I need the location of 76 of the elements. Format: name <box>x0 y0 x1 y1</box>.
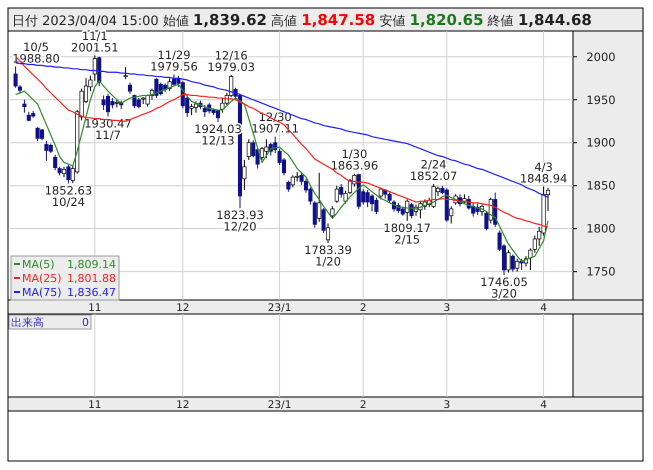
legend-label: MA(75) 1,836.47 <box>22 286 116 299</box>
candlestick <box>290 174 295 188</box>
annotation: 12/16 1979.03 <box>207 48 255 74</box>
candlestick <box>286 180 290 192</box>
legend-label: MA(25) 1,801.88 <box>22 272 116 285</box>
candlestick <box>506 250 510 273</box>
category-label: 23/1 <box>268 399 292 411</box>
x-tick-label: 3 <box>443 302 450 314</box>
candlestick <box>36 126 40 142</box>
candlestick <box>172 74 176 87</box>
candlestick <box>194 100 198 114</box>
x-tick-label: 23/1 <box>268 302 292 314</box>
candlestick <box>128 82 132 94</box>
header-bar: 日付 2023/04/04 15:00 始値 1,839.62 高値 1,847.58 安値 1,820.65 終値 1,844.68 <box>8 8 644 32</box>
category-label: 2 <box>360 399 367 411</box>
category-label: 3 <box>443 399 450 411</box>
candlestick <box>334 185 339 204</box>
candlestick <box>370 194 374 212</box>
annotation: 11/29 1979.56 <box>150 48 198 74</box>
x-tick-label: 12 <box>176 302 190 314</box>
candlestick <box>449 206 454 224</box>
candlestick <box>202 104 207 118</box>
candlestick <box>102 94 106 111</box>
candlestick <box>110 98 114 109</box>
volume-label: 出来高 0 <box>8 314 92 330</box>
candlestick <box>40 128 44 141</box>
candlestick <box>339 183 344 198</box>
candlestick <box>330 206 334 219</box>
candlestick <box>510 254 515 272</box>
candlestick <box>374 197 378 215</box>
candlestick <box>124 66 128 80</box>
candlestick <box>242 159 246 190</box>
y-tick-label: 1900 <box>586 136 616 150</box>
candlestick <box>216 110 220 123</box>
category-label: 12 <box>176 399 190 411</box>
candlestick <box>322 208 326 234</box>
annotation: 1783.39 1/20 <box>304 242 352 268</box>
annotation: 1/30 1863.96 <box>330 147 378 173</box>
annotation: 1823.93 12/20 <box>216 208 264 234</box>
x-tick-label: 11 <box>88 302 102 314</box>
candlestick <box>264 138 268 159</box>
candlestick <box>348 178 352 195</box>
candlestick <box>62 166 66 178</box>
candlestick <box>344 190 348 204</box>
candlestick <box>246 138 251 160</box>
candlestick <box>260 146 264 160</box>
candlestick <box>378 186 383 200</box>
candlestick <box>326 223 330 244</box>
x-tick-label: 4 <box>540 302 548 314</box>
chart-title: 日付 2023/04/04 15:00 始値 1,839.62 高値 1,847.58 安値 1,820.65 終値 1,844.68 <box>12 11 592 29</box>
annotation: 11/1 2001.51 <box>71 28 119 54</box>
candlestick <box>312 200 317 228</box>
candlestick <box>14 66 18 88</box>
candlestick <box>484 210 488 231</box>
candlestick <box>22 99 26 114</box>
annotation: 1809.17 2/15 <box>383 220 431 246</box>
y-tick-label: 1950 <box>586 92 616 107</box>
y-tick-label: 1850 <box>586 178 616 193</box>
y-tick-label: 1750 <box>586 264 616 279</box>
candlestick <box>136 98 141 109</box>
category-label: 11 <box>88 399 102 411</box>
candlestick <box>48 143 53 154</box>
y-tick-label: 2000 <box>586 50 616 64</box>
candlestick <box>66 164 70 184</box>
candlestick <box>317 172 322 222</box>
x-tick-label: 2 <box>360 302 367 314</box>
annotation: 1852.63 10/24 <box>44 183 92 209</box>
candlestick <box>92 54 97 82</box>
category-label: 4 <box>540 399 547 411</box>
candlestick <box>515 258 520 272</box>
legend-label: MA(5) 1,809.14 <box>22 258 116 271</box>
annotation: 4/3 1848.94 <box>520 160 568 186</box>
annotation: 2/24 1852.07 <box>410 157 458 183</box>
annotation: 1746.05 3/20 <box>480 275 528 301</box>
candlestick <box>106 93 110 118</box>
y-tick-label: 1800 <box>586 222 616 236</box>
